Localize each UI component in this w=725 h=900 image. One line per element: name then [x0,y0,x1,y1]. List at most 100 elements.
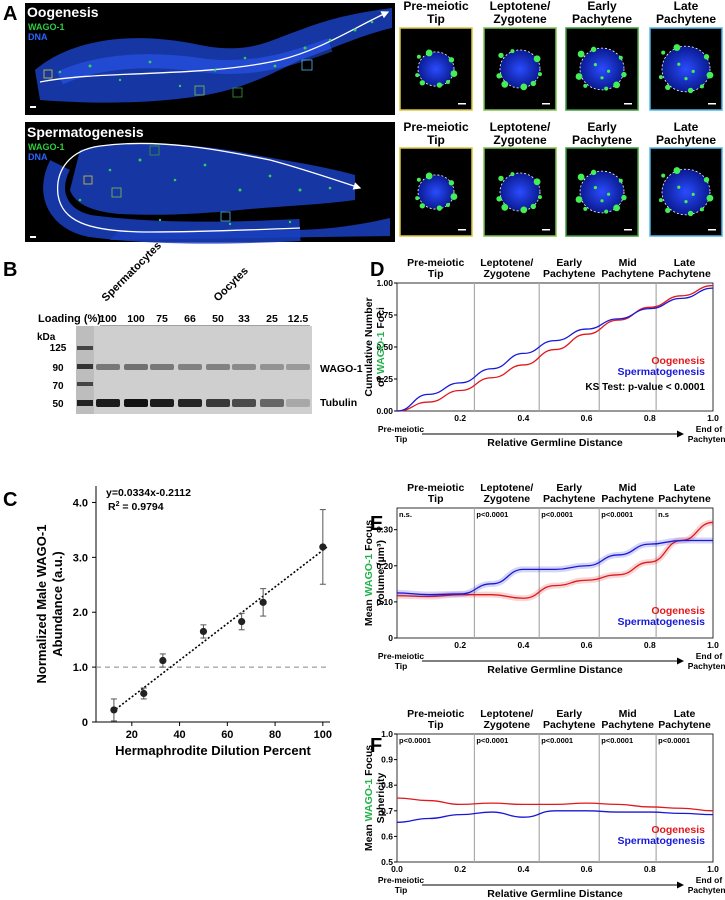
stage-label-oog-3-line: Late [674,0,699,13]
chartE-x-right-label: End ofPachytene [688,651,725,671]
nucleus-outline-oog-1 [499,49,541,89]
wago-focus-sperm-2 [575,196,583,203]
stage-label-sperm-3-line: Pachytene [656,133,716,147]
d-y-label-2b: WAGO-1 [375,331,387,374]
chartD-stage-label: Mid Pachytene [601,257,654,280]
chartD-stage-label: Leptotene/Zygotene [480,257,533,280]
chartE-stage-label-line: Late [674,482,696,494]
ladder-label: 90 [52,363,64,374]
c-x-label: Hermaphrodite Dilution Percent [115,743,311,758]
wago-focus-oog-0 [445,80,450,85]
oogenesis-legend-wago: WAGO-1 [28,22,65,32]
chartD-y-tick-label: 1.00 [376,278,393,288]
wago-focus-oog-0 [416,54,421,59]
stage-label-oog-2: Early Pachytene [572,0,632,26]
chartF-y-tick-label: 0.6 [381,831,393,841]
wago-focus-sperm-1 [510,172,515,177]
chartF-stage-label: Late Pachytene [658,708,711,731]
stage-label-oog-1-line: Leptotene/ [490,0,551,13]
chartE-series-line [396,539,713,596]
scale-bar-sperm-3 [708,229,716,231]
stage-label-sperm-3-line: Late [674,120,699,134]
spermatogenesis-title: Spermatogenesis [27,124,144,140]
chartE-pvalue: n.s. [399,510,412,519]
wago-focus-sperm-0 [425,172,433,180]
wago-focus-oog-1 [530,80,536,87]
wago-focus-oog-1 [496,73,502,79]
chartD-x-left-label: Pre-meiotic Tip [378,424,425,444]
wago-focus-oog-3 [706,71,714,79]
wago-focus-oog-0 [450,70,458,77]
wago-focus-oog-2 [621,71,627,78]
wago-focus-oog-3 [677,62,681,66]
chartE-y-tick-label: 0.10 [376,597,393,607]
c-data-point [319,543,327,551]
wago-focus-sperm-2 [613,204,621,212]
c-y-tick-label: 4.0 [73,497,88,509]
chartE-x-left-label-line: Pre-meiotic [378,651,425,661]
wago-focus-sperm-2 [600,199,604,203]
chartF-y-tick-label: 0.9 [381,755,393,765]
f-y-label-1c: Focus [363,745,375,779]
chartD-stage-label-line: Pachytene [601,268,654,280]
chartF-stage-label: Mid Pachytene [601,708,654,731]
c-r2: R2 = 0.9794 [108,501,164,513]
chartE-stage-label-line: Pachytene [543,493,596,505]
c-y-tick-label: 3.0 [73,552,88,564]
wago-focus-oog-1 [510,49,515,54]
oogenesis-germline-image [25,3,395,115]
c-y-label-2: Abundance (a.u.) [50,551,65,656]
chartE-stage-label-line: Pre-meiotic [407,482,464,494]
wago-focus-oog-0 [419,80,426,86]
chartF-y-tick-label: 0.8 [381,780,393,790]
chartE-frame [396,507,714,639]
oogenesis-legend-dna: DNA [28,32,48,42]
chartD-stage-label: Pre-meiotic Tip [407,257,464,280]
chartF-stage-label-line: Tip [428,719,444,731]
stage-label-sperm-3: Late Pachytene [656,120,716,147]
nucleus-sperm-2 [580,171,624,213]
loading-value: 75 [156,313,168,325]
wago-focus-sperm-3 [684,200,688,204]
wago-focus-oog-2 [607,69,611,73]
wago-focus-oog-2 [593,63,598,67]
stage-label-oog-0: Pre-meiotic Tip [403,0,469,26]
c-equation: y=0.0334x-0.2112 [106,487,191,499]
chartE-x-tick-label: 1.0 [707,640,719,650]
nucleus-oog-2 [580,48,624,90]
c-data-point [259,598,267,606]
c-fit-line [112,545,329,713]
nucleus-outline-sperm-0 [417,174,455,210]
chartE-stage-label-line: Zygotene [483,493,530,505]
wago-focus-sperm-2 [590,169,597,176]
wago-focus-oog-2 [590,46,597,53]
chartF-x-left-label-line: Tip [395,885,408,895]
chartD-legend-oogenesis: Oogenesis [651,355,705,367]
chartF-pvalue: p<0.0001 [476,736,508,745]
chartE-legend-spermatogenesis: Spermatogenesis [617,616,705,628]
loading-value: 100 [127,313,145,325]
wago-focus-sperm-1 [498,175,504,182]
wago-band [260,364,284,370]
c-r2-sup: 2 [116,501,120,508]
scale-bar-sperm-0 [458,229,466,231]
chartD-x-tick-label: 0.6 [581,413,593,423]
wago-focus-oog-3 [699,84,704,89]
chartF-pvalue: p<0.0001 [541,736,573,745]
d-ks-test: KS Test: p-value < 0.0001 [585,382,705,393]
wago-band [286,364,310,370]
c-x-tick-label: 40 [173,729,185,741]
chartE-y-tick-label: 0.20 [376,561,393,571]
stage-label-oog-1: Leptotene/Zygotene [490,0,551,26]
e-y-label-2: Volume (µm³) [375,540,387,606]
stage-label-sperm-0-line: Pre-meiotic [403,120,469,134]
loading-value: 66 [184,313,196,325]
chartE-series-band [396,519,714,602]
wago-focus-sperm-2 [618,178,623,183]
f-y-label-2: Sphericity [375,772,387,823]
chartE-y-tick-label: 0.30 [376,525,393,535]
nucleus-sperm-3 [662,169,710,215]
chartD-stage-label: Late Pachytene [658,257,711,280]
c-y-tick-label: 1.0 [73,662,88,674]
